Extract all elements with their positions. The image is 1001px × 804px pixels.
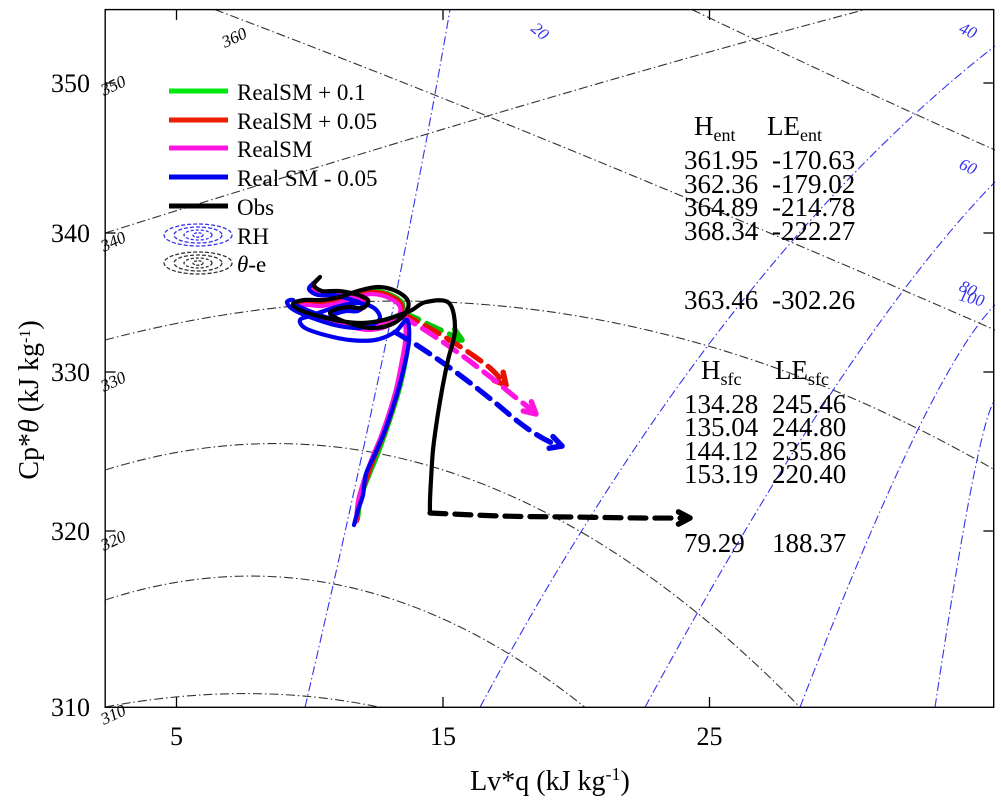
svg-text:RealSM + 0.1: RealSM + 0.1 (237, 80, 366, 105)
svg-text:LEent: LEent (767, 111, 822, 145)
svg-text:79.29: 79.29 (684, 528, 745, 558)
svg-text:360: 360 (218, 23, 251, 52)
svg-text:15: 15 (430, 722, 456, 751)
svg-text:350: 350 (97, 71, 130, 100)
svg-text:40: 40 (956, 18, 980, 43)
svg-text:Hsfc: Hsfc (701, 355, 742, 389)
svg-text:LEsfc: LEsfc (775, 355, 829, 389)
svg-text:θ-e: θ-e (237, 252, 266, 277)
svg-text:RealSM + 0.05: RealSM + 0.05 (237, 109, 377, 134)
svg-text:363.46: 363.46 (684, 285, 758, 315)
svg-text:188.37: 188.37 (772, 528, 846, 558)
svg-text:310: 310 (51, 693, 90, 722)
svg-text:350: 350 (51, 69, 90, 98)
svg-text:25: 25 (697, 722, 723, 751)
svg-text:5: 5 (170, 722, 183, 751)
svg-text:330: 330 (51, 358, 90, 387)
svg-text:340: 340 (97, 227, 130, 256)
svg-text:Hent: Hent (694, 111, 736, 145)
svg-text:100: 100 (957, 286, 987, 311)
svg-text:153.19: 153.19 (684, 459, 758, 489)
svg-text:20: 20 (527, 19, 553, 45)
svg-text:60: 60 (956, 154, 980, 179)
svg-text:Real SM - 0.05: Real SM - 0.05 (237, 166, 378, 191)
svg-text:220.40: 220.40 (772, 459, 846, 489)
svg-text:-222.27: -222.27 (772, 216, 855, 246)
svg-text:-302.26: -302.26 (772, 285, 855, 315)
svg-text:Lv*q (kJ kg-1): Lv*q (kJ kg-1) (470, 764, 630, 797)
svg-text:368.34: 368.34 (684, 216, 759, 246)
svg-text:340: 340 (51, 219, 90, 248)
svg-text:320: 320 (51, 517, 90, 546)
svg-text:RH: RH (237, 224, 269, 249)
svg-text:Cp*θ (kJ kg-1): Cp*θ (kJ kg-1) (14, 320, 45, 479)
svg-text:RealSM: RealSM (237, 137, 312, 162)
svg-text:Obs: Obs (237, 195, 274, 220)
svg-text:310: 310 (97, 700, 130, 729)
